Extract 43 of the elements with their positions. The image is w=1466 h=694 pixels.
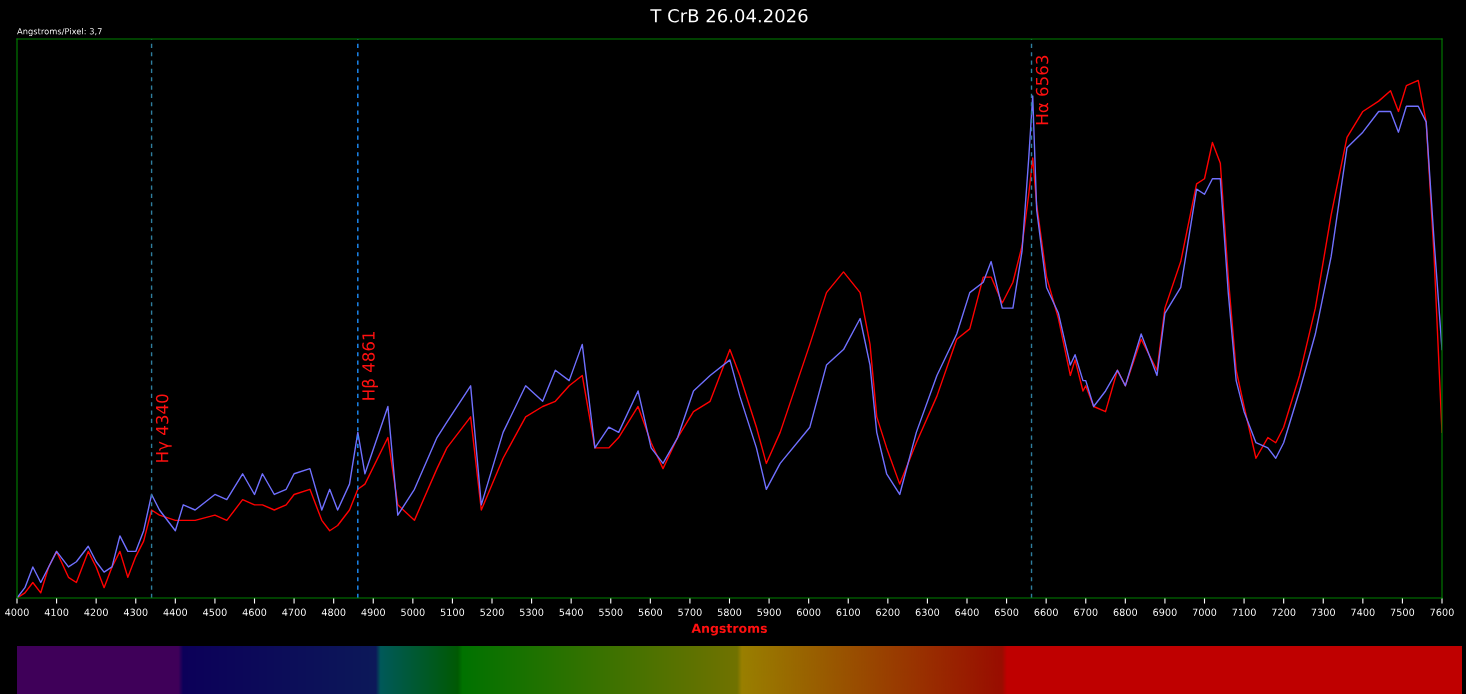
x-tick-label: 7600 [1430,608,1454,616]
x-tick-label: 5200 [480,608,504,616]
x-tick-label: 4400 [163,608,188,616]
x-tick-label: 6400 [955,608,979,616]
ref-line-label: Hβ 4861 [361,331,379,400]
x-tick-label: 4000 [5,608,29,616]
x-tick-label: 5900 [757,608,781,616]
x-tick-label: 6800 [1113,608,1138,616]
x-tick-label: 7200 [1272,608,1296,616]
x-tick-label: 7400 [1351,608,1375,616]
x-tick-label: 5600 [638,608,663,616]
x-tick-label: 7000 [1192,608,1217,616]
chart-title: T CrB 26.04.2026 [650,8,808,23]
x-tick-label: 6200 [876,608,900,616]
x-tick-label: 5800 [717,608,742,616]
x-tick-label: 5300 [519,608,544,616]
x-tick-label: 4600 [242,608,267,616]
x-tick-label: 4900 [361,608,385,616]
x-tick-label: 6700 [1074,608,1098,616]
ref-line-label: Hα 6563 [1035,55,1049,125]
x-tick-label: 7300 [1311,608,1335,616]
x-tick-label: 4500 [203,608,227,616]
x-tick-label: 4300 [123,608,148,616]
x-tick-label: 4800 [321,608,346,616]
x-axis-title: Angstroms [691,623,767,636]
x-tick-label: 6100 [836,608,860,616]
text: Angstroms/Pixel: 3,7 [17,27,102,36]
x-tick-label: 5000 [401,608,425,616]
x-tick-label: 4200 [84,608,108,616]
x-tick-label: 4100 [44,608,69,616]
x-tick-label: 5500 [599,608,623,616]
x-tick-label: 5100 [440,608,465,616]
x-tick-label: 6300 [915,608,940,616]
x-tick-label: 5700 [678,608,702,616]
x-tick-label: 5400 [559,608,583,616]
x-tick-label: 6000 [796,608,821,616]
x-tick-label: 6900 [1153,608,1177,616]
x-tick-label: 6600 [1034,608,1058,616]
x-tick-label: 6500 [994,608,1019,616]
x-tick-label: 7100 [1232,608,1256,616]
x-tick-label: 7500 [1390,608,1415,616]
ref-line-label: Hγ 4340 [155,394,172,462]
x-tick-label: 4700 [282,608,306,616]
